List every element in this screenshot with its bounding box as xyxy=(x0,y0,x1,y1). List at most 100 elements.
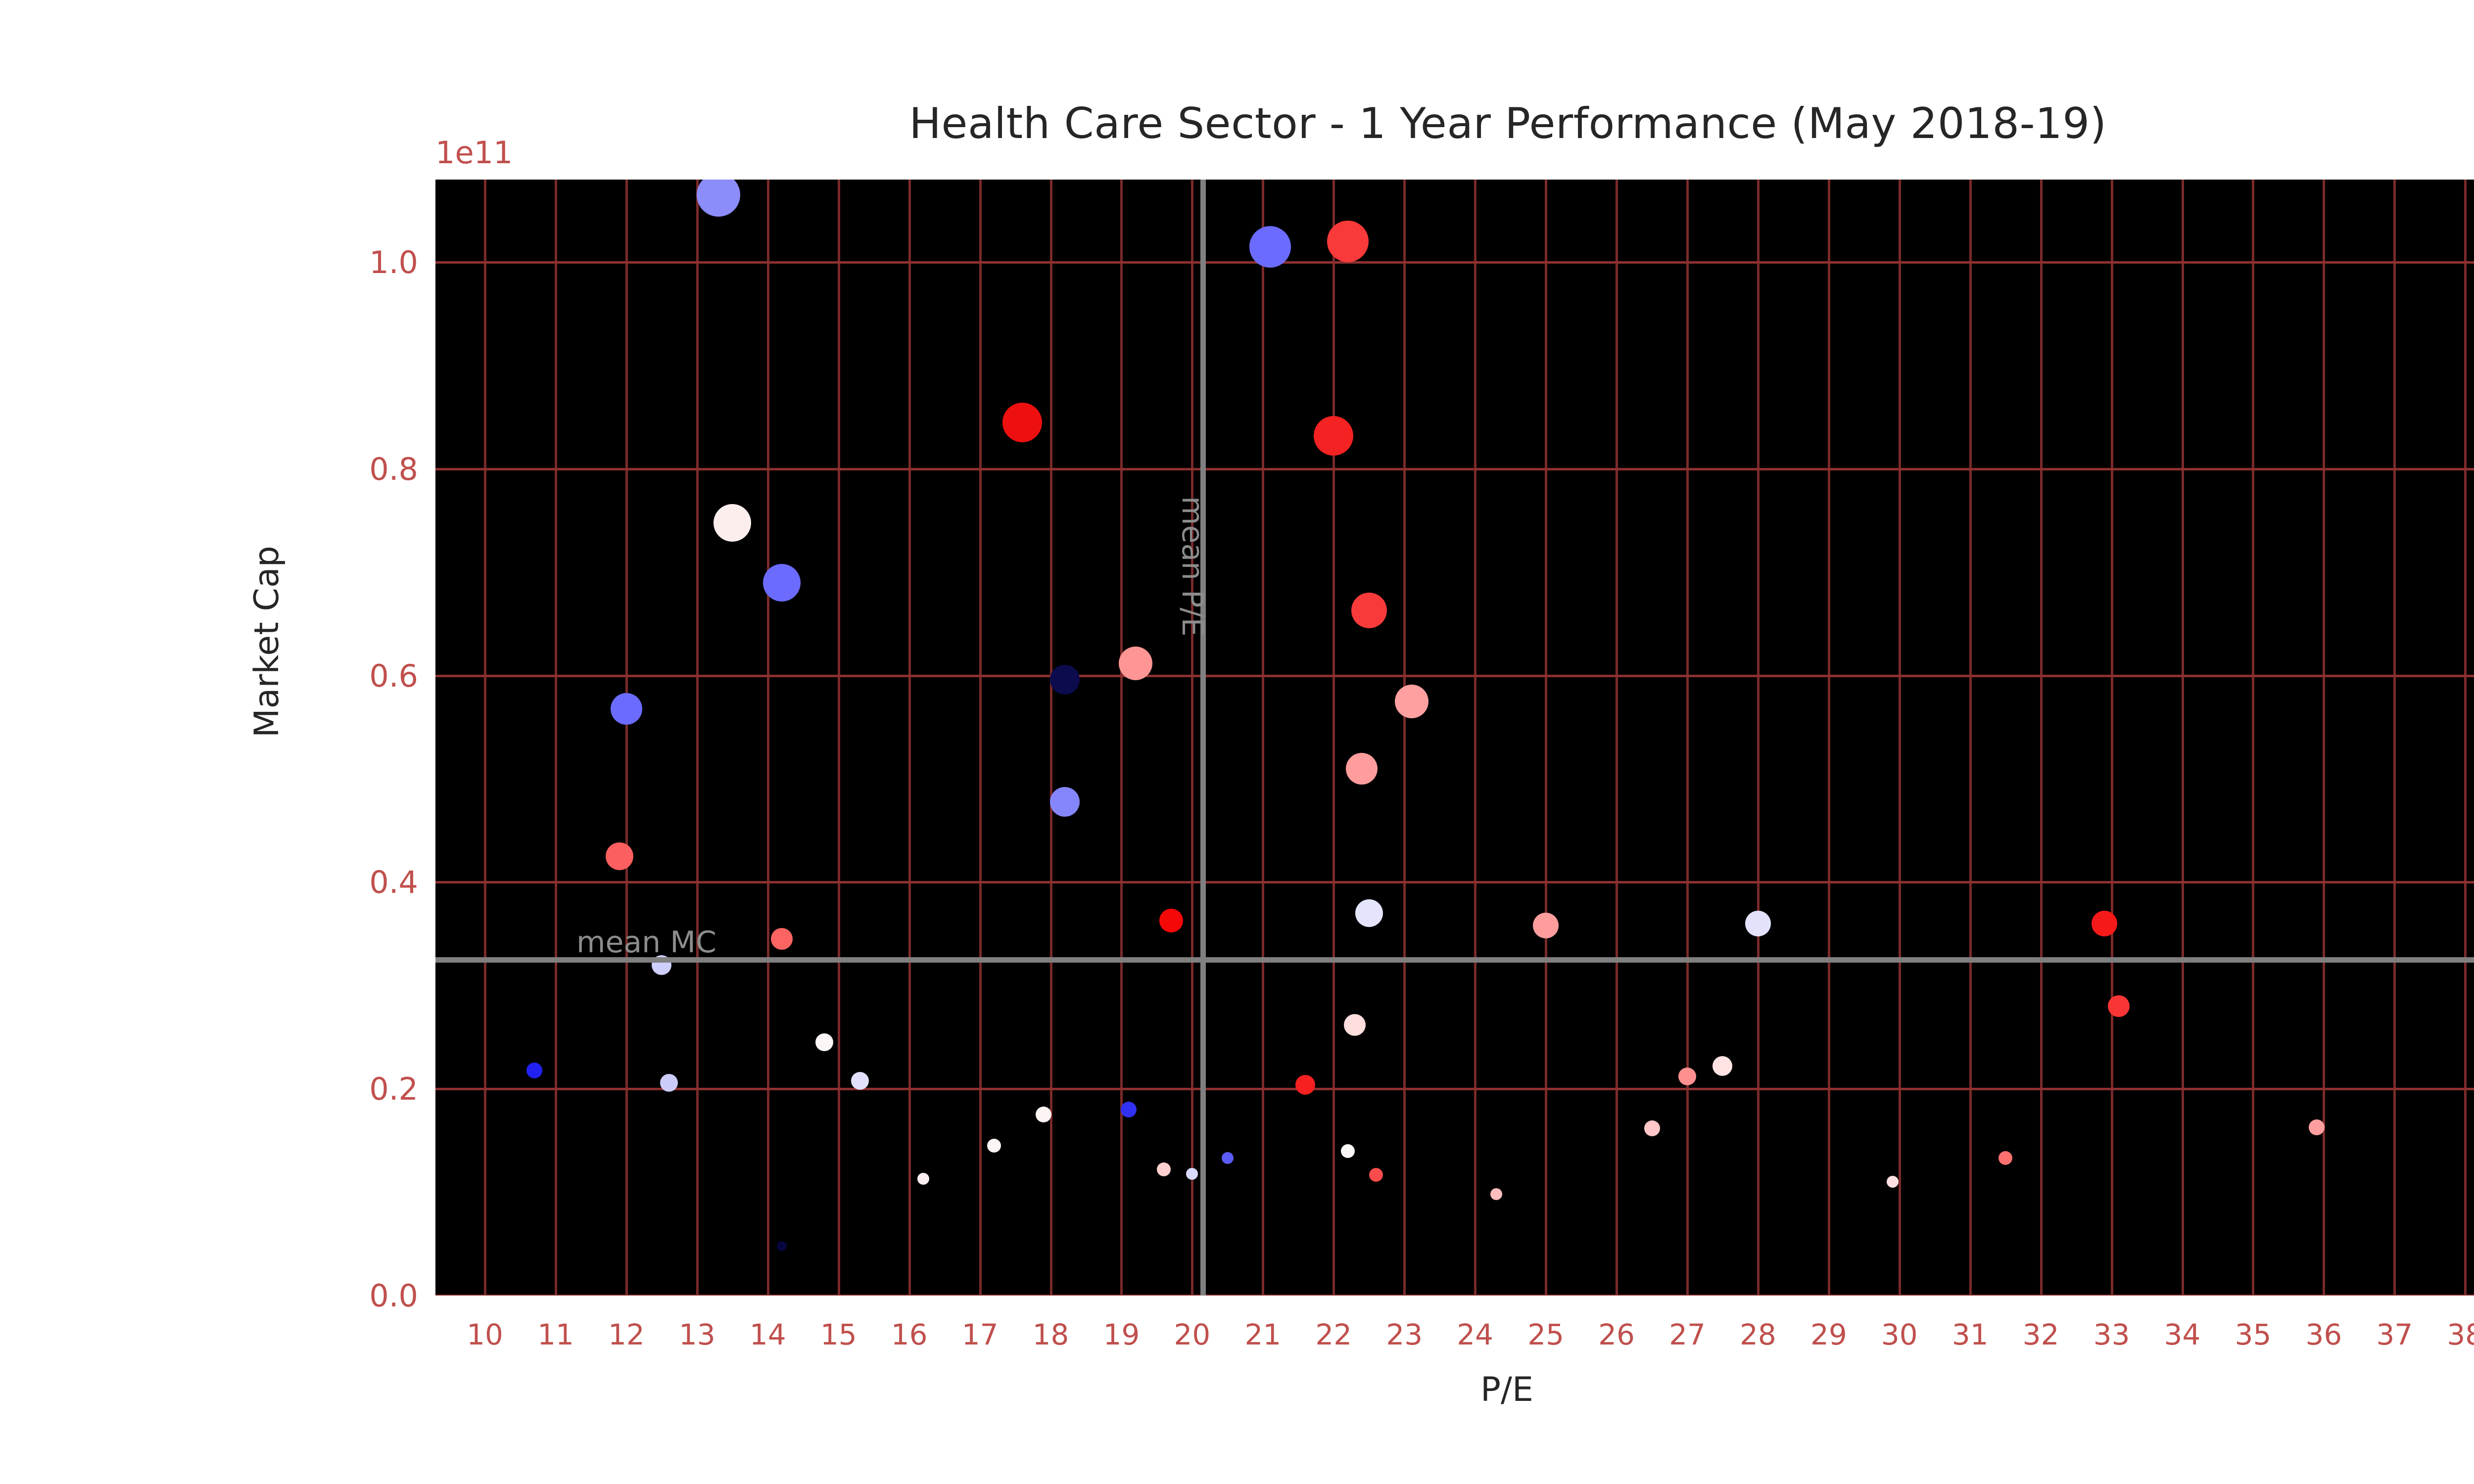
scatter-point xyxy=(610,693,642,725)
x-gridline xyxy=(2110,180,2113,1296)
x-gridline xyxy=(2323,180,2326,1296)
x-gridline xyxy=(1403,180,1406,1296)
scatter-point xyxy=(2309,1119,2325,1135)
x-tick-label: 38 xyxy=(2447,1318,2474,1351)
scatter-point xyxy=(1036,1107,1052,1123)
scatter-point xyxy=(1249,226,1291,268)
scatter-point xyxy=(1186,1167,1198,1180)
scatter-point xyxy=(1998,1151,2013,1165)
scatter-point xyxy=(1490,1188,1503,1201)
x-gridline xyxy=(1757,180,1760,1296)
scatter-point xyxy=(851,1071,869,1090)
x-axis-tick-labels: 10 11 12 13 14 15 16 17 18 19 20 21 22 23 24 25 26 27 28 29… xyxy=(435,1318,2474,1357)
scatter-point xyxy=(1002,402,1043,442)
scatter-point xyxy=(1394,684,1428,718)
x-gridline xyxy=(1120,180,1123,1296)
y-gridline xyxy=(435,1088,2474,1091)
x-gridline xyxy=(554,180,557,1296)
x-gridline xyxy=(2040,180,2043,1296)
x-tick-label: 21 xyxy=(1244,1318,1282,1351)
scatter-point xyxy=(1351,593,1387,629)
x-tick-label: 34 xyxy=(2164,1318,2201,1351)
x-gridline xyxy=(1191,180,1194,1296)
x-gridline xyxy=(837,180,840,1296)
scatter-point xyxy=(1340,1144,1355,1158)
x-tick-label: 20 xyxy=(1174,1318,1211,1351)
scatter-point xyxy=(777,1241,787,1251)
scatter-point xyxy=(1120,1102,1137,1117)
scatter-point xyxy=(1327,221,1369,263)
y-tick-label: 0.2 xyxy=(369,1071,418,1108)
scatter-point xyxy=(815,1033,834,1052)
x-tick-label: 29 xyxy=(1810,1318,1847,1351)
x-axis-title: P/E xyxy=(1480,1370,1533,1409)
x-tick-label: 12 xyxy=(608,1318,645,1351)
x-tick-label: 27 xyxy=(1669,1318,1706,1351)
x-tick-label: 17 xyxy=(961,1318,999,1351)
x-tick-label: 24 xyxy=(1457,1318,1494,1351)
scatter-point xyxy=(1886,1176,1899,1188)
x-gridline xyxy=(766,180,769,1296)
scatter-point xyxy=(1314,416,1354,456)
mean-marketcap-line xyxy=(435,957,2474,963)
scatter-point xyxy=(1369,1167,1383,1182)
scatter-point xyxy=(917,1172,930,1185)
x-tick-label: 36 xyxy=(2305,1318,2342,1351)
scatter-point xyxy=(1344,1014,1366,1036)
x-gridline xyxy=(1969,180,1972,1296)
x-gridline xyxy=(2181,180,2184,1296)
x-gridline xyxy=(1827,180,1830,1296)
x-gridline xyxy=(1686,180,1689,1296)
x-gridline xyxy=(979,180,982,1296)
plot-area: mean MC mean P/E xyxy=(435,180,2474,1296)
y-tick-label: 0.6 xyxy=(369,657,418,694)
x-gridline xyxy=(1049,180,1052,1296)
y-axis-title: Market Cap xyxy=(247,546,286,738)
x-gridline xyxy=(1332,180,1335,1296)
x-tick-label: 37 xyxy=(2376,1318,2413,1351)
y-tick-label: 0.4 xyxy=(369,864,418,901)
x-tick-label: 25 xyxy=(1527,1318,1565,1351)
x-tick-label: 35 xyxy=(2235,1318,2272,1351)
y-axis-tick-labels: 0.0 0.2 0.4 0.6 0.8 1.0 xyxy=(307,180,418,1314)
x-tick-label: 16 xyxy=(891,1318,928,1351)
x-gridline xyxy=(1474,180,1477,1296)
mean-pe-line xyxy=(1200,180,1206,1296)
scatter-point xyxy=(1295,1074,1316,1095)
scatter-point xyxy=(660,1073,678,1092)
scatter-point xyxy=(696,180,740,217)
x-gridline xyxy=(2464,180,2467,1296)
x-tick-label: 32 xyxy=(2022,1318,2059,1351)
scatter-point xyxy=(1644,1120,1660,1136)
x-gridline xyxy=(625,180,628,1296)
x-gridline xyxy=(1545,180,1548,1296)
x-tick-label: 10 xyxy=(467,1318,503,1351)
y-axis-exponent-label: 1e11 xyxy=(435,135,513,171)
scatter-point xyxy=(1346,752,1378,785)
x-tick-label: 18 xyxy=(1032,1318,1069,1351)
scatter-point xyxy=(2092,911,2118,936)
scatter-point xyxy=(1678,1067,1696,1086)
x-tick-label: 28 xyxy=(1740,1318,1776,1351)
scatter-point xyxy=(1533,913,1559,939)
scatter-point xyxy=(771,928,793,950)
scatter-point xyxy=(1745,911,1771,936)
y-gridline xyxy=(435,881,2474,884)
x-gridline xyxy=(1898,180,1901,1296)
x-tick-label: 23 xyxy=(1386,1318,1423,1351)
mean-marketcap-label: mean MC xyxy=(576,925,716,960)
x-tick-label: 11 xyxy=(537,1318,574,1351)
scatter-point xyxy=(605,842,633,871)
chart-title: Health Care Sector - 1 Year Performance … xyxy=(909,99,2107,148)
x-tick-label: 31 xyxy=(1951,1318,1989,1351)
scatter-point xyxy=(1050,665,1080,695)
x-gridline xyxy=(1616,180,1618,1296)
scatter-point xyxy=(526,1062,543,1078)
scatter-point xyxy=(714,504,752,542)
y-tick-label: 0.0 xyxy=(369,1278,418,1314)
scatter-point xyxy=(1713,1056,1733,1076)
y-gridline xyxy=(435,1295,2474,1296)
x-tick-label: 22 xyxy=(1315,1318,1352,1351)
scatter-point xyxy=(1221,1152,1234,1164)
